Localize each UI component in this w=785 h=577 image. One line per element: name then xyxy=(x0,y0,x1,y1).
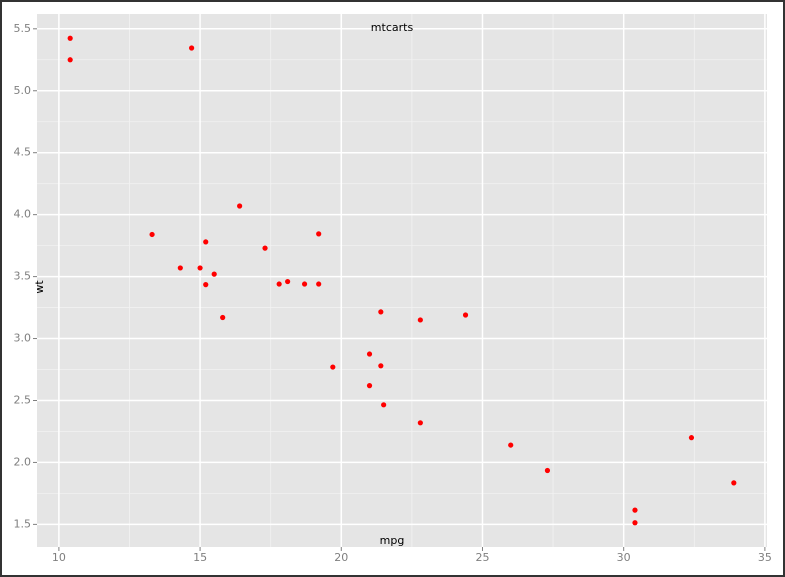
point xyxy=(366,351,373,357)
x-tick-label: 10 xyxy=(52,551,66,564)
y-tick-label: 3.0 xyxy=(14,332,32,345)
point xyxy=(378,363,384,369)
point xyxy=(276,281,282,287)
point xyxy=(177,265,183,271)
x-tick-label: 15 xyxy=(193,551,207,564)
point xyxy=(688,435,695,441)
point xyxy=(632,520,638,526)
y-axis-label: wt xyxy=(33,280,46,294)
chart-title: mtcarts xyxy=(371,21,414,34)
point xyxy=(417,317,423,323)
point xyxy=(731,480,737,486)
point xyxy=(149,231,155,238)
point xyxy=(508,442,514,448)
point xyxy=(462,312,469,318)
point xyxy=(220,314,226,321)
point xyxy=(203,239,209,245)
point xyxy=(330,364,336,370)
point xyxy=(189,45,195,51)
point xyxy=(301,281,308,287)
x-tick-label: 35 xyxy=(758,551,772,564)
point xyxy=(544,467,551,474)
point xyxy=(316,231,322,237)
y-tick-label: 5.5 xyxy=(14,22,32,35)
y-tick-label: 4.0 xyxy=(14,208,32,221)
x-axis-label: mpg xyxy=(380,534,405,547)
point xyxy=(67,35,73,41)
point xyxy=(237,203,243,209)
point xyxy=(378,309,384,315)
y-tick-label: 5.0 xyxy=(14,84,32,97)
y-tick-label: 4.5 xyxy=(14,146,32,159)
point xyxy=(417,420,423,426)
y-tick-label: 1.5 xyxy=(14,517,32,530)
y-tick-label: 2.5 xyxy=(14,393,32,406)
x-tick-label: 25 xyxy=(475,551,489,564)
point xyxy=(262,245,268,251)
point xyxy=(285,278,291,285)
point xyxy=(316,281,322,287)
x-tick-label: 30 xyxy=(617,551,631,564)
point xyxy=(632,507,638,513)
x-tick-label: 20 xyxy=(334,551,348,564)
y-tick-label: 2.0 xyxy=(14,455,32,468)
point xyxy=(381,402,387,408)
point xyxy=(211,271,217,277)
point xyxy=(366,383,373,389)
point xyxy=(203,282,209,288)
point xyxy=(67,57,73,63)
panel xyxy=(37,14,767,547)
y-tick-label: 3.5 xyxy=(14,270,32,283)
point xyxy=(197,265,203,271)
